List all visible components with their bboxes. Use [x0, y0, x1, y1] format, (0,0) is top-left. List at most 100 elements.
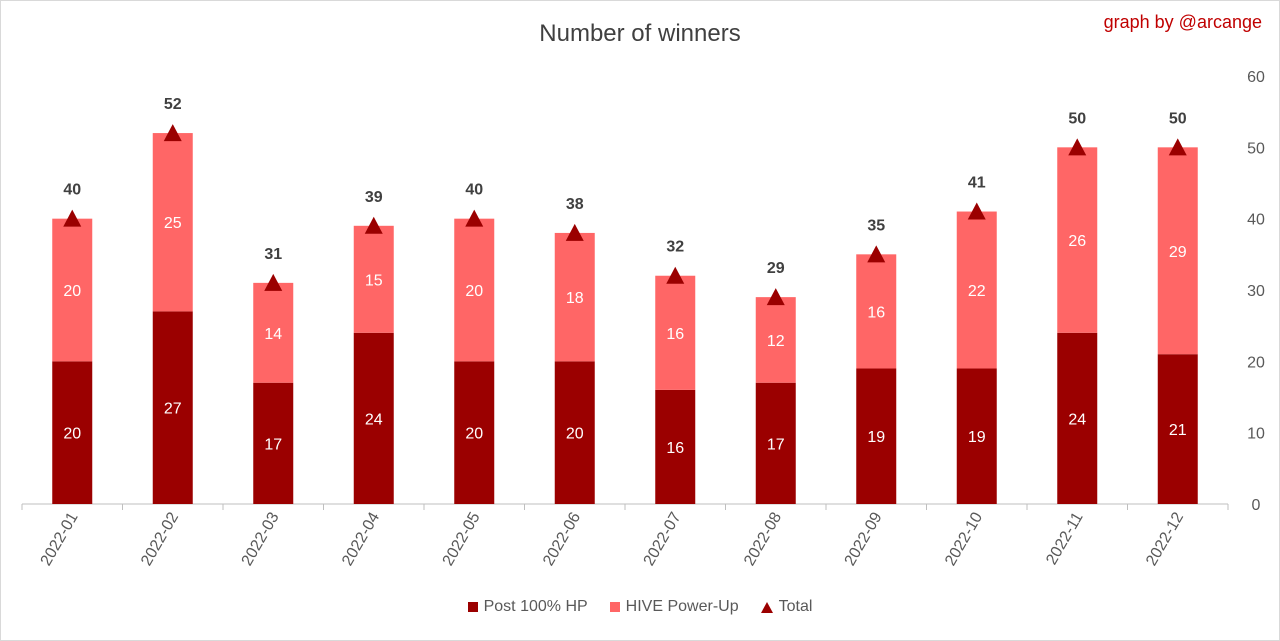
data-label-post-100-hp: 24 [1068, 411, 1086, 428]
data-label-hive-power-up: 20 [63, 283, 81, 300]
bar-post-100-hp [52, 361, 93, 504]
data-label-post-100-hp: 20 [63, 426, 81, 443]
total-marker [766, 288, 785, 306]
bar-post-100-hp [1157, 354, 1198, 504]
x-tick-label: 2022-11 [1043, 509, 1087, 567]
x-tick-label: 2022-09 [842, 509, 886, 568]
y-tick-label: 0 [1252, 497, 1261, 514]
bar-hive-power-up [253, 282, 294, 383]
data-label-hive-power-up: 22 [968, 283, 986, 300]
data-label-hive-power-up: 25 [164, 215, 182, 232]
data-label-total: 40 [465, 182, 483, 199]
bar-post-100-hp [353, 332, 394, 504]
x-tick-label: 2022-03 [239, 509, 283, 568]
x-tick-label: 2022-05 [440, 509, 484, 568]
data-label-post-100-hp: 16 [666, 440, 684, 457]
x-tick-label: 2022-02 [138, 509, 182, 568]
data-label-post-100-hp: 27 [164, 401, 182, 418]
chart-legend: Post 100% HP HIVE Power-Up Total [0, 598, 1280, 616]
total-marker [1068, 138, 1087, 156]
bar-hive-power-up [1057, 147, 1098, 333]
bar-hive-power-up [152, 133, 193, 312]
data-label-hive-power-up: 18 [566, 290, 584, 307]
bar-hive-power-up [956, 211, 997, 369]
x-tick-label: 2022-12 [1143, 509, 1187, 568]
legend-item-post: Post 100% HP [467, 598, 588, 616]
y-tick-label: 10 [1247, 426, 1265, 443]
total-marker [967, 202, 986, 220]
bar-post-100-hp [554, 361, 595, 504]
y-tick-label: 40 [1247, 212, 1265, 229]
data-label-hive-power-up: 16 [666, 326, 684, 343]
bar-post-100-hp [856, 368, 897, 504]
bar-hive-power-up [1157, 147, 1198, 355]
data-label-post-100-hp: 24 [365, 411, 383, 428]
legend-item-powerup: HIVE Power-Up [609, 598, 739, 616]
total-marker [867, 245, 886, 263]
bar-hive-power-up [554, 232, 595, 362]
bar-post-100-hp [1057, 332, 1098, 504]
y-tick-label: 20 [1247, 354, 1265, 371]
x-tick-label: 2022-01 [38, 509, 82, 568]
data-label-post-100-hp: 19 [867, 429, 885, 446]
chart-credit: graph by @arcange [1103, 12, 1262, 32]
data-label-total: 41 [968, 175, 986, 192]
data-label-total: 35 [867, 217, 885, 234]
bar-post-100-hp [655, 389, 696, 504]
legend-swatch-post [467, 602, 478, 612]
y-tick-label: 60 [1247, 69, 1265, 86]
bar-hive-power-up [655, 275, 696, 390]
x-tick-label: 2022-06 [540, 509, 584, 568]
x-tick-label: 2022-08 [741, 509, 785, 568]
total-marker [163, 124, 182, 142]
data-label-total: 29 [767, 260, 785, 277]
legend-triangle-icon [760, 601, 773, 613]
x-tick-label: 2022-10 [942, 509, 986, 568]
total-marker [63, 209, 82, 227]
data-label-hive-power-up: 16 [867, 304, 885, 321]
bar-post-100-hp [152, 311, 193, 504]
y-tick-label: 30 [1247, 283, 1265, 300]
data-label-total: 50 [1068, 110, 1086, 127]
bar-post-100-hp [956, 368, 997, 504]
data-label-total: 38 [566, 196, 584, 213]
data-label-hive-power-up: 15 [365, 272, 383, 289]
total-marker [666, 266, 685, 284]
bar-hive-power-up [454, 218, 495, 362]
x-tick-label: 2022-04 [339, 509, 383, 568]
data-label-hive-power-up: 12 [767, 333, 785, 350]
data-label-total: 31 [264, 246, 282, 263]
total-marker [1168, 138, 1187, 156]
legend-label-total: Total [778, 598, 813, 615]
legend-swatch-powerup [609, 602, 620, 612]
data-label-total: 39 [365, 189, 383, 206]
data-label-total: 40 [63, 182, 81, 199]
data-label-hive-power-up: 26 [1068, 233, 1086, 250]
total-marker [565, 223, 584, 241]
data-label-total: 52 [164, 96, 182, 113]
total-marker [364, 216, 383, 234]
data-label-total: 32 [666, 239, 684, 256]
data-label-total: 50 [1169, 110, 1187, 127]
data-label-hive-power-up: 14 [264, 326, 282, 343]
bar-hive-power-up [856, 254, 897, 369]
bar-post-100-hp [253, 382, 294, 504]
data-label-post-100-hp: 19 [968, 429, 986, 446]
data-label-hive-power-up: 29 [1169, 244, 1187, 261]
legend-item-total: Total [760, 598, 813, 616]
data-label-post-100-hp: 21 [1169, 422, 1187, 439]
legend-label-post: Post 100% HP [483, 598, 588, 615]
data-label-post-100-hp: 20 [465, 426, 483, 443]
bar-hive-power-up [353, 225, 394, 333]
y-tick-label: 50 [1247, 140, 1265, 157]
legend-label-powerup: HIVE Power-Up [625, 598, 739, 615]
data-label-hive-power-up: 20 [465, 283, 483, 300]
bar-hive-power-up [755, 297, 796, 383]
total-marker [465, 209, 484, 227]
total-marker [264, 273, 283, 291]
chart-title: Number of winners [539, 20, 741, 47]
data-label-post-100-hp: 17 [264, 436, 282, 453]
x-tick-label: 2022-07 [641, 509, 685, 568]
data-label-post-100-hp: 20 [566, 426, 584, 443]
